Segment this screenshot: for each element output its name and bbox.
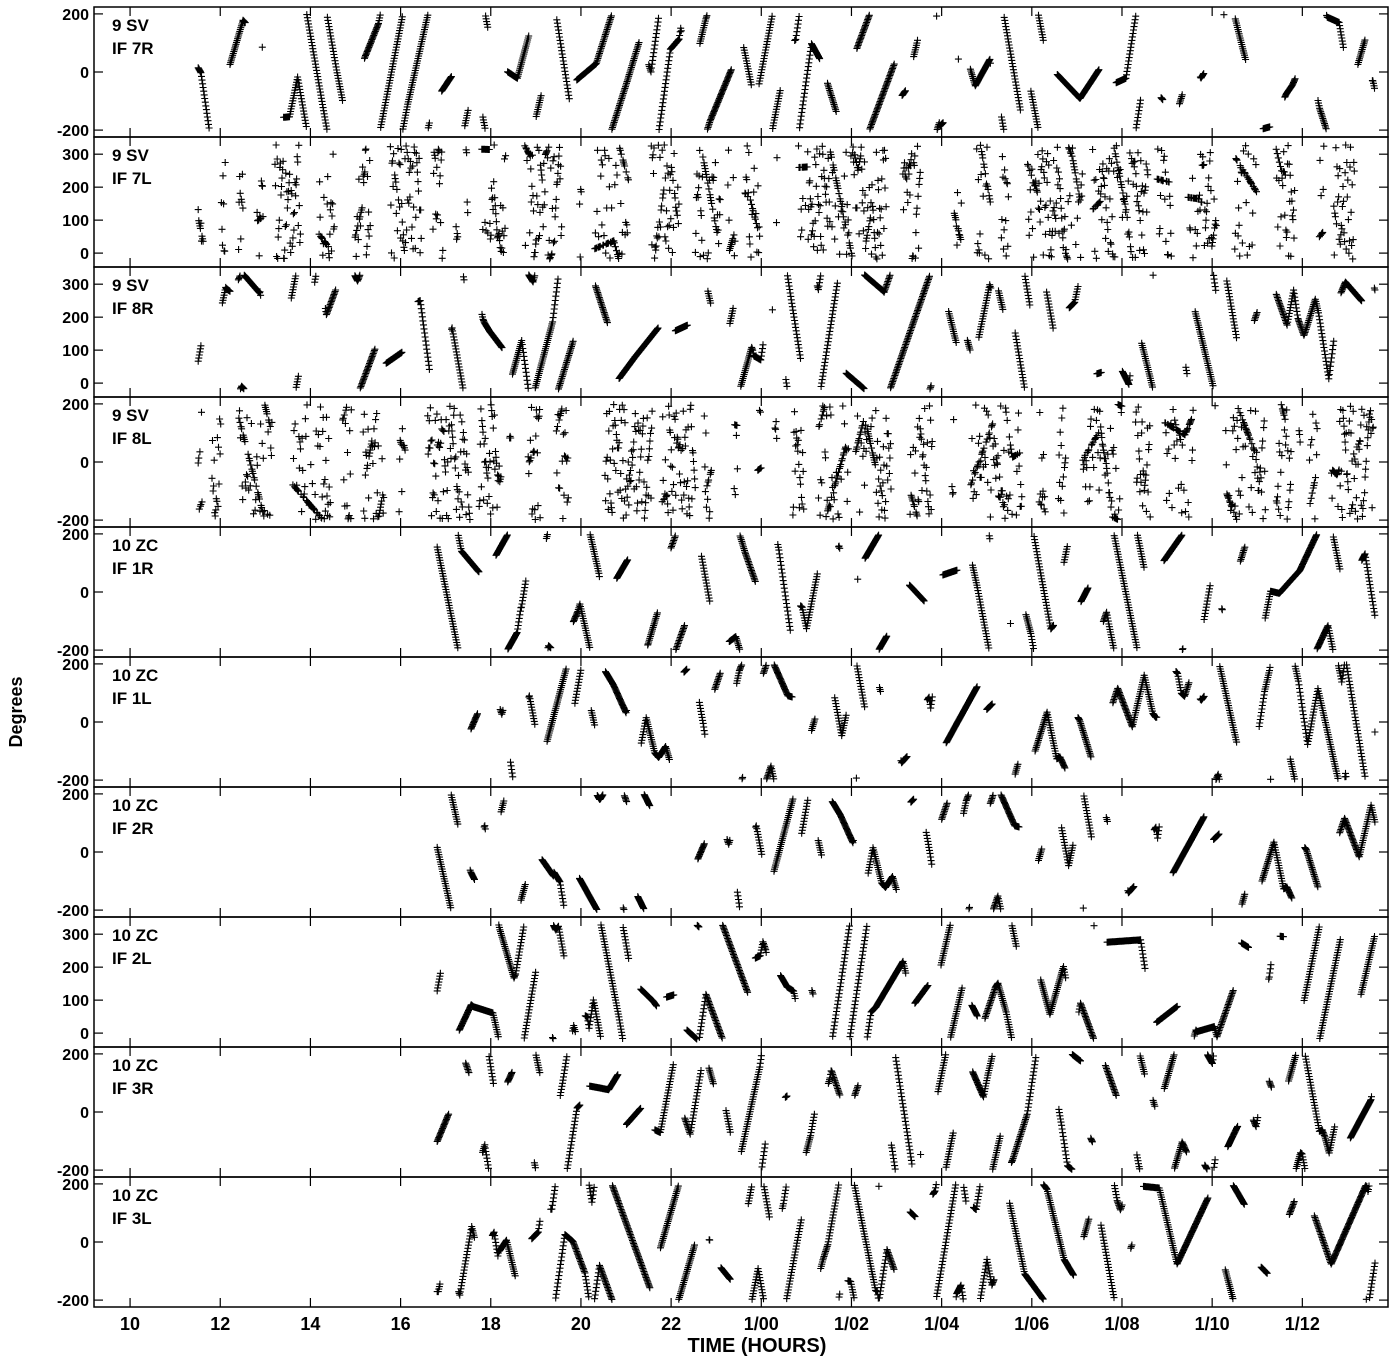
x-tick-label: 1/06: [1014, 1314, 1049, 1334]
panel: -200 0 200 9 SV IF 8L: [57, 396, 1389, 530]
y-axis-label: Degrees: [6, 676, 26, 747]
panel-source-label: 9 SV: [112, 406, 150, 425]
y-tick-label: 200: [62, 310, 89, 327]
data-markers: [433, 791, 1379, 913]
x-tick-label: 20: [571, 1314, 591, 1334]
data-markers: [194, 11, 1378, 133]
y-tick-label: 0: [80, 1105, 89, 1122]
y-tick-label: 200: [62, 7, 89, 24]
x-tick-label: 1/02: [834, 1314, 869, 1334]
panel: -200 0 200 10 ZC IF 1L: [57, 656, 1389, 790]
data-markers: [433, 1051, 1375, 1173]
panel-if-label: IF 2L: [112, 949, 152, 968]
x-axis-label: TIME (HOURS): [688, 1335, 827, 1357]
panel-source-label: 10 ZC: [112, 1186, 158, 1205]
x-tick-label: 12: [210, 1314, 230, 1334]
y-tick-label: 200: [62, 787, 89, 804]
y-tick-label: 200: [62, 657, 89, 674]
y-tick-label: -200: [57, 513, 89, 530]
y-tick-label: -200: [57, 123, 89, 140]
panel-source-label: 9 SV: [112, 16, 150, 35]
x-tick-label: 1/10: [1195, 1314, 1230, 1334]
y-tick-label: 0: [80, 455, 89, 472]
x-tick-label: 16: [391, 1314, 411, 1334]
panel-if-label: IF 8L: [112, 429, 152, 448]
y-tick-label: 0: [80, 246, 89, 263]
y-tick-label: 0: [80, 65, 89, 82]
y-tick-label: -200: [57, 643, 89, 660]
y-tick-label: 0: [80, 1026, 89, 1043]
panel-source-label: 10 ZC: [112, 1056, 158, 1075]
panel-frame: [93, 396, 1389, 528]
data-markers: [194, 271, 1379, 393]
data-markers: [433, 1181, 1379, 1303]
y-tick-label: 200: [62, 960, 89, 977]
panel-if-label: IF 8R: [112, 299, 154, 318]
panel-source-label: 10 ZC: [112, 666, 158, 685]
y-tick-label: 100: [62, 993, 89, 1010]
x-tick-label: 10: [120, 1314, 140, 1334]
y-tick-label: 300: [62, 927, 89, 944]
panel-frame: [93, 1176, 1389, 1308]
data-markers: [194, 401, 1377, 523]
y-tick-label: 200: [62, 397, 89, 414]
x-tick-label: 1/04: [924, 1314, 959, 1334]
y-tick-label: 0: [80, 1235, 89, 1252]
y-tick-label: -200: [57, 1163, 89, 1180]
panel: 0 100 200 300 9 SV IF 8R: [62, 266, 1389, 398]
panel-if-label: IF 3L: [112, 1209, 152, 1228]
panel-if-label: IF 3R: [112, 1079, 154, 1098]
panel-frame: [93, 656, 1389, 788]
y-tick-label: 0: [80, 585, 89, 602]
data-markers: [433, 921, 1378, 1043]
data-markers: [194, 141, 1358, 263]
x-tick-label: 1/00: [744, 1314, 779, 1334]
panel: -200 0 200 10 ZC IF 1R: [57, 526, 1389, 660]
y-tick-label: 100: [62, 343, 89, 360]
y-tick-label: 200: [62, 527, 89, 544]
y-tick-label: 300: [62, 277, 89, 294]
y-tick-label: 100: [62, 213, 89, 230]
y-tick-label: 200: [62, 1177, 89, 1194]
y-tick-label: 0: [80, 376, 89, 393]
y-tick-label: -200: [57, 773, 89, 790]
y-tick-label: 200: [62, 1047, 89, 1064]
panel: -200 0 200 10 ZC IF 2R: [57, 786, 1389, 920]
y-tick-label: 0: [80, 845, 89, 862]
y-tick-label: -200: [57, 903, 89, 920]
panel: -200 0 200 10 ZC IF 3L: [57, 1176, 1389, 1310]
panel-source-label: 10 ZC: [112, 536, 158, 555]
panel-if-label: IF 1R: [112, 559, 154, 578]
panel-frame: [93, 266, 1389, 398]
panel-if-label: IF 7L: [112, 169, 152, 188]
panel: -200 0 200 9 SV IF 7R: [57, 6, 1389, 140]
panel: 0 100 200 300 10 ZC IF 2L: [62, 916, 1389, 1048]
y-tick-label: -200: [57, 1293, 89, 1310]
x-tick-label: 22: [661, 1314, 681, 1334]
panel-source-label: 10 ZC: [112, 796, 158, 815]
panel-if-label: IF 1L: [112, 689, 152, 708]
y-tick-label: 200: [62, 180, 89, 197]
panel-frame: [93, 786, 1389, 918]
y-tick-label: 0: [80, 715, 89, 732]
x-tick-label: 1/12: [1285, 1314, 1320, 1334]
data-markers: [467, 661, 1379, 783]
panel-if-label: IF 2R: [112, 819, 154, 838]
x-tick-label: 14: [300, 1314, 320, 1334]
data-markers: [433, 531, 1379, 653]
panel-source-label: 9 SV: [112, 146, 150, 165]
x-tick-label: 18: [481, 1314, 501, 1334]
panel-source-label: 10 ZC: [112, 926, 158, 945]
panel: 0 100 200 300 9 SV IF 7L: [62, 136, 1389, 268]
panel-if-label: IF 7R: [112, 39, 154, 58]
panel-frame: [93, 1046, 1389, 1178]
panel: -200 0 200 10 ZC IF 3R: [57, 1046, 1389, 1180]
y-tick-label: 300: [62, 147, 89, 164]
x-tick-label: 1/08: [1104, 1314, 1139, 1334]
panel-source-label: 9 SV: [112, 276, 150, 295]
